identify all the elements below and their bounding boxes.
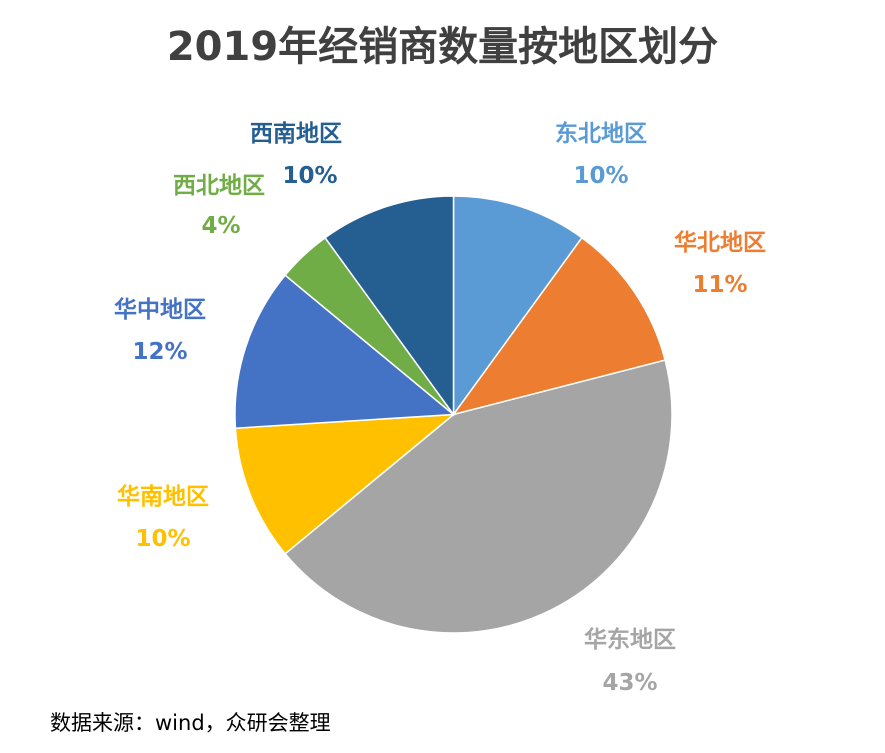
pie-slice-0	[452, 195, 583, 417]
slice-name-label: 西南地区	[250, 121, 342, 147]
pie-slice-1	[451, 236, 667, 416]
slice-value-label: 10%	[135, 526, 191, 552]
source-note: 数据来源：wind，众研会整理	[50, 711, 331, 735]
pie-slice-6	[324, 195, 455, 417]
slice-name-label: 华东地区	[584, 627, 676, 653]
slice-value-label: 12%	[132, 339, 188, 365]
slice-name-label: 华北地区	[674, 230, 766, 256]
slice-value-label: 4%	[201, 213, 241, 239]
slice-name-label: 华南地区	[117, 484, 209, 510]
slice-name-label: 华中地区	[114, 297, 206, 323]
slice-value-label: 10%	[573, 163, 629, 189]
slice-value-label: 10%	[282, 163, 338, 189]
slice-name-label: 东北地区	[555, 121, 647, 147]
pie-slice-2	[284, 359, 673, 634]
pie-slice-4	[234, 274, 456, 430]
slice-name-label: 西北地区	[173, 173, 265, 199]
chart-title: 2019年经销商数量按地区划分	[166, 24, 719, 70]
pie-slice-3	[234, 413, 456, 555]
slice-value-label: 11%	[692, 272, 748, 298]
slice-value-label: 43%	[602, 670, 658, 696]
